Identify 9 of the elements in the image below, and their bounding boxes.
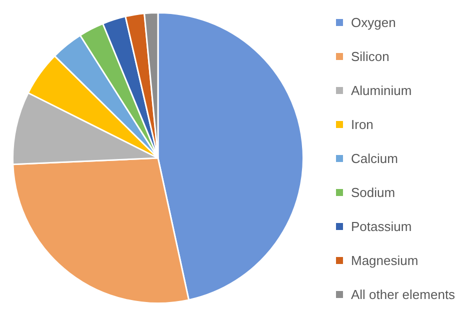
legend-label: Aluminium [351, 82, 412, 98]
legend-label: All other elements [351, 286, 456, 302]
legend-label: Iron [351, 116, 374, 132]
legend-label: Potassium [351, 218, 412, 234]
legend-label: Sodium [351, 184, 396, 200]
legend-label: Magnesium [351, 252, 418, 268]
legend-label: Silicon [351, 48, 390, 64]
legend-label: Calcium [351, 150, 398, 166]
legend-label: Oxygen [351, 14, 396, 30]
